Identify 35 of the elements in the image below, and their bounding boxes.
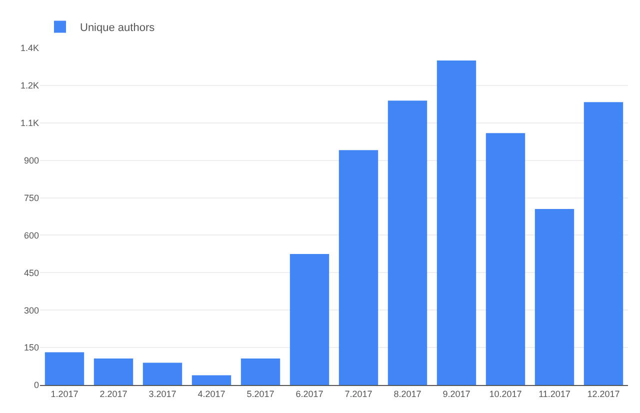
x-tick-label: 7.2017 xyxy=(344,388,372,399)
y-tick-label: 1.1K xyxy=(20,118,39,128)
x-tick-label: 10.2017 xyxy=(489,388,522,399)
bar xyxy=(436,60,476,385)
y-tick-label: 900 xyxy=(24,155,39,166)
bar xyxy=(192,375,232,385)
y-tick-label: 600 xyxy=(24,230,39,240)
y-tick-label: 1.2K xyxy=(20,80,39,91)
bar xyxy=(338,150,378,385)
y-tick-label: 300 xyxy=(24,305,39,316)
bar xyxy=(486,133,526,385)
bar xyxy=(94,358,134,385)
bar xyxy=(142,362,182,385)
y-tick-label: 450 xyxy=(24,268,39,278)
y-tick-label: 750 xyxy=(24,192,39,203)
bar xyxy=(44,352,84,385)
x-tick-label: 1.2017 xyxy=(50,388,78,399)
bar xyxy=(388,100,428,385)
bar xyxy=(240,358,280,385)
x-tick-label: 12.2017 xyxy=(587,388,620,399)
y-tick-label: 0 xyxy=(34,380,39,390)
x-tick-label: 11.2017 xyxy=(538,388,570,399)
bar xyxy=(534,209,574,385)
x-tick-label: 2.2017 xyxy=(100,388,128,399)
y-tick-label: 150 xyxy=(24,342,39,353)
x-tick-label: 3.2017 xyxy=(148,388,176,399)
legend-label: Unique authors xyxy=(80,22,156,34)
y-tick-label: 1.4K xyxy=(20,43,39,54)
bar xyxy=(584,102,624,385)
bar xyxy=(290,254,330,385)
x-tick-label: 4.2017 xyxy=(198,388,226,399)
x-tick-label: 5.2017 xyxy=(246,388,274,399)
x-tick-label: 6.2017 xyxy=(296,388,324,399)
x-tick-label: 9.2017 xyxy=(442,388,470,399)
x-tick-label: 8.2017 xyxy=(394,388,422,399)
